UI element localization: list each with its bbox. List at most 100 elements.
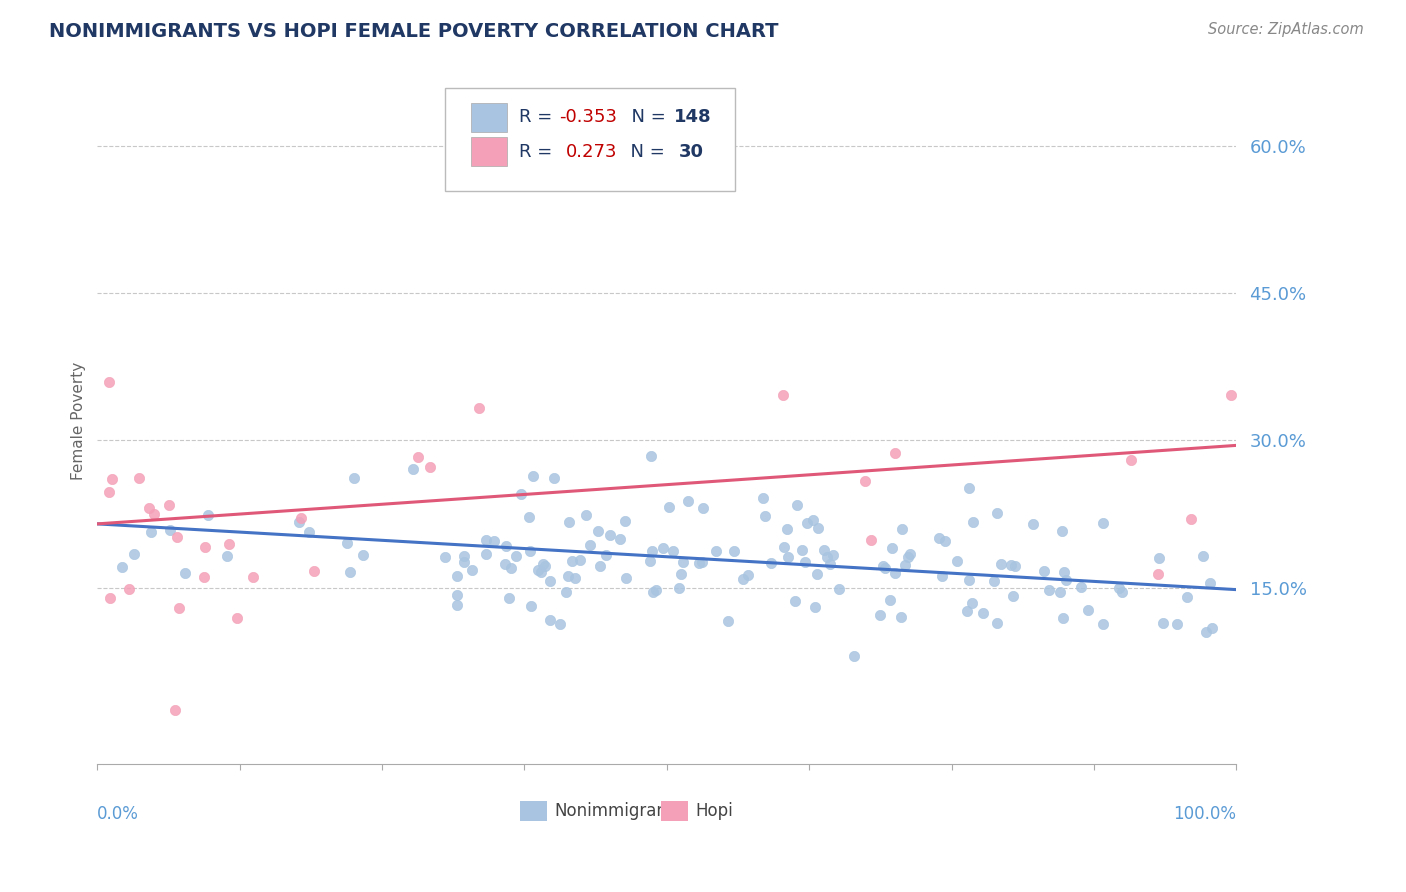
Point	[882, 541, 904, 555]
Point	[579, 538, 602, 552]
Point	[890, 610, 912, 624]
Point	[1147, 551, 1170, 566]
Text: Nonimmigrants: Nonimmigrants	[554, 802, 682, 820]
Point	[844, 648, 866, 663]
Point	[1054, 573, 1077, 587]
Point	[1199, 575, 1222, 590]
Point	[453, 549, 475, 564]
Point	[97, 485, 120, 500]
Point	[614, 571, 637, 585]
Point	[879, 592, 901, 607]
Point	[1070, 580, 1092, 594]
Point	[692, 501, 714, 516]
Point	[474, 547, 496, 561]
Text: Source: ZipAtlas.com: Source: ZipAtlas.com	[1208, 22, 1364, 37]
Point	[543, 471, 565, 485]
Point	[297, 524, 319, 539]
Point	[1119, 452, 1142, 467]
Point	[446, 568, 468, 582]
FancyBboxPatch shape	[444, 87, 735, 191]
Point	[226, 611, 249, 625]
Point	[662, 544, 685, 558]
Point	[716, 614, 738, 628]
Point	[599, 528, 621, 542]
Point	[723, 544, 745, 558]
Point	[1091, 516, 1114, 530]
Point	[772, 541, 794, 555]
Point	[588, 524, 610, 538]
Point	[898, 547, 921, 561]
Point	[668, 581, 690, 595]
Point	[118, 582, 141, 596]
Point	[554, 584, 576, 599]
Point	[138, 500, 160, 515]
Point	[495, 539, 517, 553]
Point	[402, 462, 425, 476]
Point	[408, 450, 430, 465]
FancyBboxPatch shape	[520, 801, 547, 821]
Point	[731, 572, 754, 586]
Text: 0.273: 0.273	[565, 143, 617, 161]
Point	[1050, 524, 1073, 539]
Point	[928, 531, 950, 545]
Text: 0.0%: 0.0%	[97, 805, 139, 823]
Text: N =: N =	[620, 108, 672, 127]
Point	[1175, 590, 1198, 604]
Point	[820, 558, 842, 572]
Point	[595, 548, 617, 562]
Point	[956, 604, 979, 618]
Point	[609, 533, 631, 547]
Point	[122, 547, 145, 561]
Point	[1004, 559, 1026, 574]
Point	[557, 516, 579, 530]
Point	[111, 560, 134, 574]
Point	[1108, 581, 1130, 595]
Point	[1220, 388, 1243, 402]
Point	[855, 474, 877, 488]
Point	[783, 593, 806, 607]
Point	[1166, 617, 1188, 632]
Point	[772, 388, 794, 402]
Point	[676, 494, 699, 508]
Point	[505, 549, 527, 564]
Point	[792, 542, 814, 557]
Point	[159, 523, 181, 537]
Point	[786, 498, 808, 512]
Point	[990, 558, 1012, 572]
Point	[972, 606, 994, 620]
FancyBboxPatch shape	[471, 103, 508, 132]
Point	[98, 591, 121, 605]
Point	[640, 449, 662, 463]
Point	[218, 536, 240, 550]
Point	[468, 401, 491, 415]
Point	[641, 543, 664, 558]
Point	[166, 530, 188, 544]
Point	[641, 584, 664, 599]
Point	[174, 566, 197, 580]
Point	[101, 472, 124, 486]
Point	[1049, 585, 1071, 599]
Point	[893, 558, 915, 573]
Point	[671, 567, 693, 582]
Point	[752, 491, 775, 505]
Point	[803, 600, 825, 615]
Point	[530, 565, 553, 579]
Point	[142, 507, 165, 521]
Point	[759, 556, 782, 570]
Point	[776, 550, 799, 565]
Point	[983, 574, 1005, 589]
Point	[957, 573, 980, 587]
Point	[704, 543, 727, 558]
Text: NONIMMIGRANTS VS HOPI FEMALE POVERTY CORRELATION CHART: NONIMMIGRANTS VS HOPI FEMALE POVERTY COR…	[49, 22, 779, 41]
Point	[589, 558, 612, 573]
Point	[1000, 558, 1022, 572]
Point	[688, 556, 710, 570]
Point	[1146, 566, 1168, 581]
Point	[419, 459, 441, 474]
Point	[891, 523, 914, 537]
Point	[531, 557, 554, 571]
Point	[896, 550, 918, 565]
Point	[128, 471, 150, 485]
Point	[821, 549, 844, 563]
Point	[550, 617, 572, 632]
